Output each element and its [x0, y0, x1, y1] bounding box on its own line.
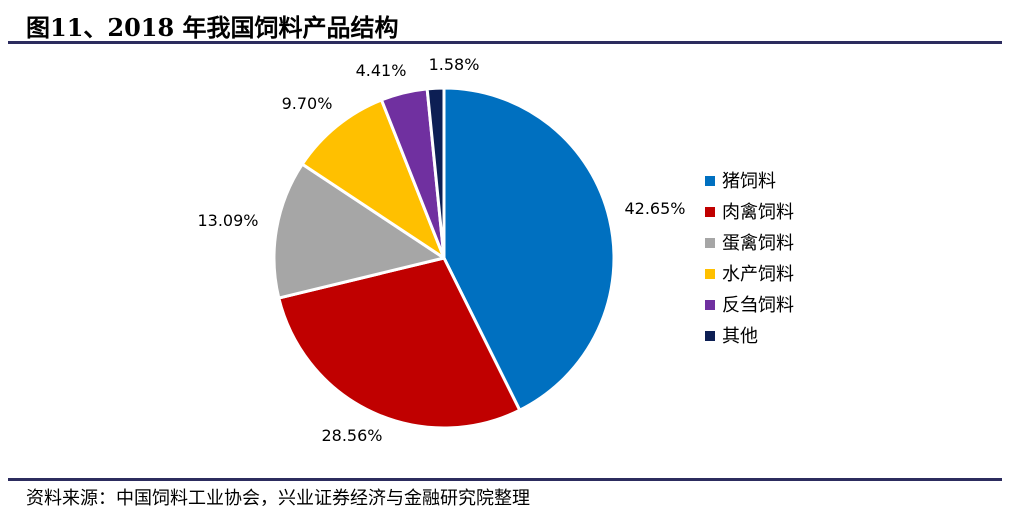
- title-rule: [8, 41, 1002, 44]
- legend-label-6: 其他: [722, 326, 758, 347]
- data-label-6: 1.58%: [429, 55, 480, 74]
- source-rule: [8, 478, 1002, 481]
- data-label-4: 9.70%: [282, 94, 333, 113]
- legend-label-2: 肉禽饲料: [722, 202, 794, 223]
- chart-title: 图11、2018 年我国饲料产品结构: [26, 13, 399, 42]
- pie-slice-6: [425, 86, 446, 260]
- legend-swatch-5: [705, 300, 715, 310]
- source-note: 资料来源：中国饲料工业协会，兴业证券经济与金融研究院整理: [26, 488, 530, 509]
- data-label-5: 4.41%: [356, 61, 407, 80]
- legend-swatch-4: [705, 269, 715, 279]
- data-label-2: 28.56%: [321, 426, 382, 445]
- legend-swatch-1: [705, 176, 715, 186]
- legend-swatch-6: [705, 331, 715, 341]
- data-label-1: 42.65%: [624, 199, 685, 218]
- pie-slice-1: [442, 86, 616, 412]
- pie-slice-3: [272, 162, 446, 300]
- legend-label-4: 水产饲料: [722, 264, 794, 285]
- data-label-3: 13.09%: [197, 211, 258, 230]
- pie-value-labels: 42.65% 28.56% 13.09% 9.70% 4.41% 1.58%: [197, 55, 685, 445]
- pie-slice-4: [300, 98, 446, 260]
- pie-slices: [272, 86, 616, 430]
- pie-slice-2: [277, 256, 522, 430]
- legend-label-1: 猪饲料: [722, 171, 776, 192]
- legend-label-3: 蛋禽饲料: [722, 233, 794, 254]
- legend-swatch-3: [705, 238, 715, 248]
- legend-label-5: 反刍饲料: [722, 295, 794, 316]
- legend-swatch-2: [705, 207, 715, 217]
